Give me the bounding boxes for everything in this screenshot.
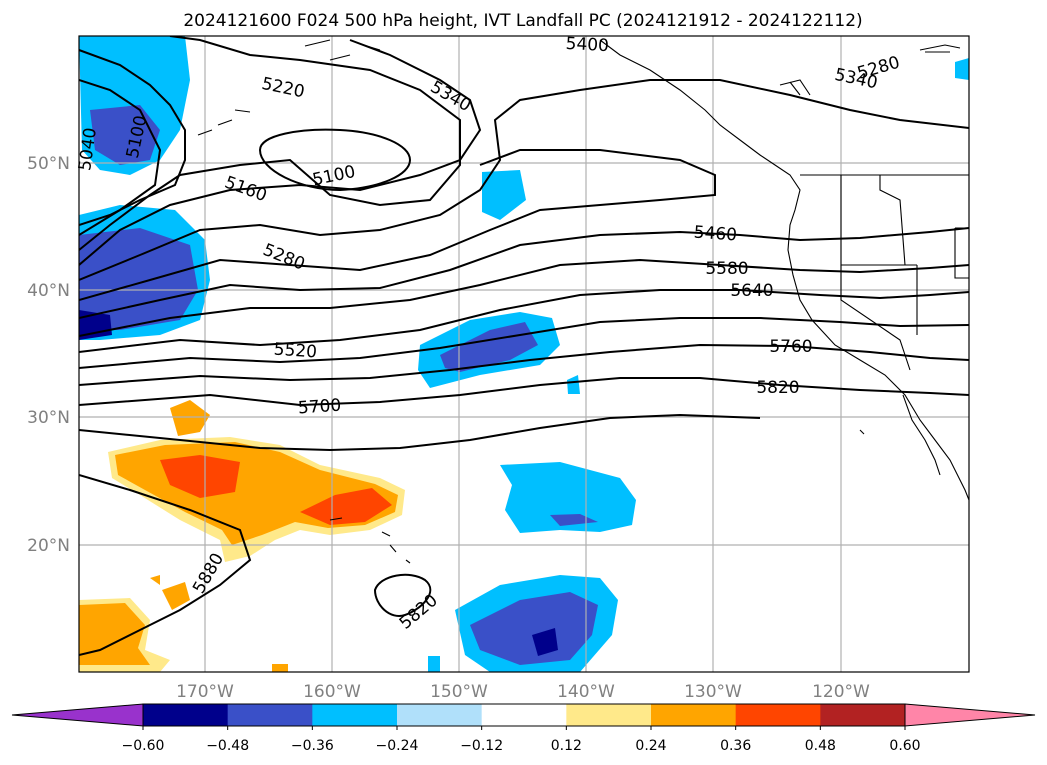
- colorbar-swatch: [481, 704, 567, 726]
- lat-label: 40°N: [27, 281, 70, 301]
- lat-label: 50°N: [27, 154, 70, 174]
- colorbar-tick-label: −0.60: [122, 738, 165, 754]
- colorbar-swatch: [143, 704, 229, 726]
- contour-label: 5760: [769, 337, 812, 357]
- colorbar-swatch: [735, 704, 821, 726]
- contour-label: 5640: [730, 281, 773, 301]
- lon-label: 130°W: [684, 682, 742, 702]
- lon-label: 150°W: [430, 682, 488, 702]
- contour-label: 5460: [693, 223, 738, 246]
- lon-label: 120°W: [812, 682, 870, 702]
- lon-label: 140°W: [557, 682, 615, 702]
- colorbar-tick-label: −0.36: [291, 738, 334, 754]
- colorbar-tick-label: −0.24: [376, 738, 419, 754]
- map-frame: [78, 35, 970, 673]
- contour-label: 5820: [756, 378, 799, 398]
- lat-label: 20°N: [27, 536, 70, 556]
- colorbar-swatch: [312, 704, 398, 726]
- colorbar-extend-high: [904, 703, 1036, 727]
- colorbar-tick-label: −0.48: [206, 738, 249, 754]
- contour-label: 5520: [273, 340, 318, 363]
- height-contours: [79, 36, 969, 656]
- lon-label: 170°W: [176, 682, 234, 702]
- contour-label: 5700: [297, 396, 342, 419]
- figure-title: 2024121600 F024 500 hPa height, IVT Land…: [183, 11, 862, 31]
- colorbar-swatch: [227, 704, 313, 726]
- lon-label: 160°W: [303, 682, 361, 702]
- colorbar-tick-labels: −0.60 −0.48 −0.36 −0.24 −0.12 0.12 0.24 …: [122, 738, 921, 754]
- colorbar-tick-label: 0.24: [635, 738, 666, 754]
- contour-label: 5580: [705, 259, 748, 279]
- colorbar-extend-low: [11, 703, 144, 727]
- colorbar-swatch: [651, 704, 737, 726]
- longitude-labels: 170°W 160°W 150°W 140°W 130°W 120°W: [176, 682, 870, 702]
- positive-pc-shading: [79, 400, 405, 672]
- colorbar-tick-label: 0.48: [805, 738, 836, 754]
- colorbar-swatch: [566, 704, 652, 726]
- map-panel: 5040 5100 5220 5340 5400 5280 5340 5100 …: [27, 34, 970, 702]
- colorbar-tick-label: 0.36: [720, 738, 751, 754]
- colorbar-tick-label: −0.12: [460, 738, 503, 754]
- colorbar-swatch: [820, 704, 906, 726]
- colorbar-tick-label: 0.12: [551, 738, 582, 754]
- latitude-labels: 50°N 40°N 30°N 20°N: [27, 154, 70, 556]
- colorbar-frame: [142, 703, 906, 727]
- colorbar: [11, 703, 1036, 730]
- colorbar-swatch: [397, 704, 483, 726]
- coastlines: [197, 39, 969, 564]
- colorbar-tick-label: 0.60: [889, 738, 920, 754]
- lat-label: 30°N: [27, 408, 70, 428]
- contour-label: 5400: [565, 34, 609, 56]
